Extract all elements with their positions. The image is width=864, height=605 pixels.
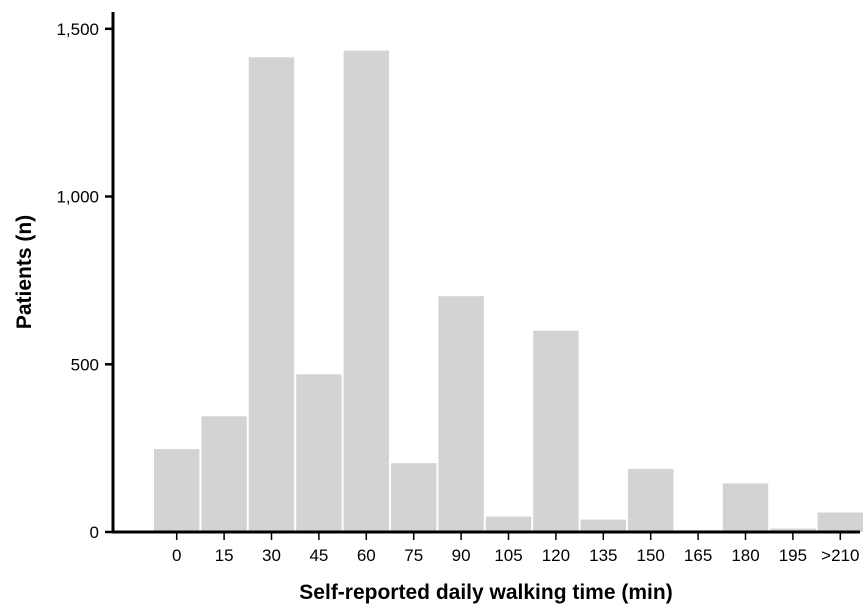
bar->210 — [817, 512, 863, 532]
x-tick-label: 90 — [452, 546, 471, 565]
bar-75 — [391, 463, 437, 532]
bar-135 — [580, 519, 626, 532]
bars-group — [154, 50, 863, 533]
x-tick-label: 105 — [494, 546, 522, 565]
x-tick-label: 60 — [357, 546, 376, 565]
x-tick-label: 150 — [637, 546, 665, 565]
x-tick-label: 135 — [589, 546, 617, 565]
y-tick-label: 1,000 — [56, 188, 99, 207]
bar-120 — [533, 330, 579, 532]
bar-30 — [248, 57, 295, 533]
y-tick-label: 1,500 — [56, 20, 99, 39]
x-axis-title: Self-reported daily walking time (min) — [299, 581, 672, 604]
x-axis-ticks: 0 15 30 45 60 75 90 105 120 135 150 165 180 195 >210 — [172, 532, 859, 565]
x-tick-label: 120 — [542, 546, 570, 565]
bar-45 — [296, 374, 342, 532]
x-tick-label: >210 — [821, 546, 859, 565]
y-tick-label: 500 — [71, 355, 99, 374]
y-tick-label: 0 — [90, 523, 99, 542]
x-tick-label: 165 — [684, 546, 712, 565]
bar-105 — [485, 516, 532, 532]
bar-60 — [343, 50, 389, 532]
x-tick-label: 195 — [779, 546, 807, 565]
bar-195 — [770, 528, 816, 532]
x-tick-label: 75 — [404, 546, 423, 565]
x-tick-label: 30 — [262, 546, 281, 565]
x-tick-label: 15 — [215, 546, 234, 565]
bar-15 — [201, 416, 247, 532]
bar-180 — [722, 483, 769, 532]
y-axis-ticks: 0 500 1,000 1,500 — [56, 20, 113, 542]
x-tick-label: 45 — [309, 546, 328, 565]
x-tick-label: 0 — [172, 546, 181, 565]
bar-0 — [154, 449, 200, 532]
y-axis-title: Patients (n) — [13, 215, 36, 329]
x-tick-label: 180 — [731, 546, 759, 565]
bar-90 — [438, 296, 484, 532]
bar-150 — [628, 468, 674, 532]
